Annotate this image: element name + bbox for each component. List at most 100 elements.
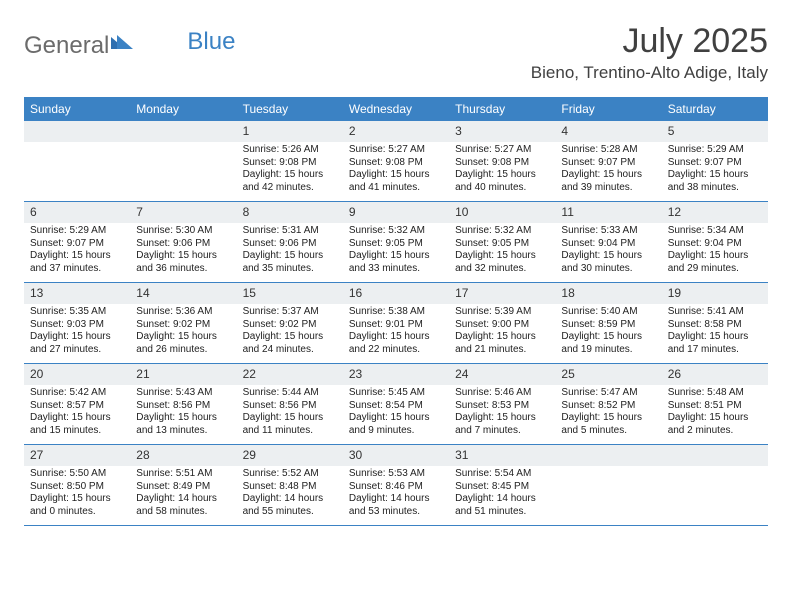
daylight-text: Daylight: 15 hours and 36 minutes. (136, 250, 230, 275)
day-number: 24 (449, 364, 555, 385)
logo-text-blue: Blue (187, 28, 235, 56)
day-body (662, 466, 768, 521)
day-number: 9 (343, 202, 449, 223)
day-number: 30 (343, 445, 449, 466)
day-cell: 8Sunrise: 5:31 AMSunset: 9:06 PMDaylight… (237, 202, 343, 282)
day-cell: 29Sunrise: 5:52 AMSunset: 8:48 PMDayligh… (237, 445, 343, 525)
day-body: Sunrise: 5:32 AMSunset: 9:05 PMDaylight:… (343, 223, 449, 279)
sunset-text: Sunset: 9:01 PM (349, 319, 443, 332)
sunrise-text: Sunrise: 5:46 AM (455, 387, 549, 400)
sunrise-text: Sunrise: 5:30 AM (136, 225, 230, 238)
day-number: 3 (449, 121, 555, 142)
day-body: Sunrise: 5:29 AMSunset: 9:07 PMDaylight:… (662, 142, 768, 198)
sunrise-text: Sunrise: 5:50 AM (30, 468, 124, 481)
sunset-text: Sunset: 9:08 PM (455, 157, 549, 170)
day-cell: 12Sunrise: 5:34 AMSunset: 9:04 PMDayligh… (662, 202, 768, 282)
daylight-text: Daylight: 14 hours and 58 minutes. (136, 493, 230, 518)
sunrise-text: Sunrise: 5:35 AM (30, 306, 124, 319)
day-cell: 26Sunrise: 5:48 AMSunset: 8:51 PMDayligh… (662, 364, 768, 444)
day-body: Sunrise: 5:42 AMSunset: 8:57 PMDaylight:… (24, 385, 130, 441)
daylight-text: Daylight: 15 hours and 38 minutes. (668, 169, 762, 194)
day-number: 4 (555, 121, 661, 142)
sunrise-text: Sunrise: 5:34 AM (668, 225, 762, 238)
sunset-text: Sunset: 9:04 PM (561, 238, 655, 251)
day-body (555, 466, 661, 521)
day-body: Sunrise: 5:53 AMSunset: 8:46 PMDaylight:… (343, 466, 449, 522)
day-body: Sunrise: 5:27 AMSunset: 9:08 PMDaylight:… (449, 142, 555, 198)
sunrise-text: Sunrise: 5:51 AM (136, 468, 230, 481)
daylight-text: Daylight: 15 hours and 21 minutes. (455, 331, 549, 356)
day-body: Sunrise: 5:43 AMSunset: 8:56 PMDaylight:… (130, 385, 236, 441)
sunset-text: Sunset: 8:58 PM (668, 319, 762, 332)
sunrise-text: Sunrise: 5:53 AM (349, 468, 443, 481)
day-number: 28 (130, 445, 236, 466)
day-cell (130, 121, 236, 201)
day-number: 19 (662, 283, 768, 304)
day-body: Sunrise: 5:30 AMSunset: 9:06 PMDaylight:… (130, 223, 236, 279)
sunset-text: Sunset: 9:05 PM (349, 238, 443, 251)
day-cell (555, 445, 661, 525)
sunset-text: Sunset: 8:53 PM (455, 400, 549, 413)
day-number: 17 (449, 283, 555, 304)
day-number: 8 (237, 202, 343, 223)
day-body: Sunrise: 5:35 AMSunset: 9:03 PMDaylight:… (24, 304, 130, 360)
daylight-text: Daylight: 15 hours and 13 minutes. (136, 412, 230, 437)
daylight-text: Daylight: 15 hours and 2 minutes. (668, 412, 762, 437)
day-number: 5 (662, 121, 768, 142)
day-cell: 27Sunrise: 5:50 AMSunset: 8:50 PMDayligh… (24, 445, 130, 525)
sunset-text: Sunset: 9:00 PM (455, 319, 549, 332)
daylight-text: Daylight: 15 hours and 27 minutes. (30, 331, 124, 356)
day-body: Sunrise: 5:32 AMSunset: 9:05 PMDaylight:… (449, 223, 555, 279)
sunrise-text: Sunrise: 5:38 AM (349, 306, 443, 319)
logo-triangle-icon (111, 28, 133, 56)
sunrise-text: Sunrise: 5:44 AM (243, 387, 337, 400)
day-body: Sunrise: 5:44 AMSunset: 8:56 PMDaylight:… (237, 385, 343, 441)
day-number: 11 (555, 202, 661, 223)
sunset-text: Sunset: 9:07 PM (30, 238, 124, 251)
sunset-text: Sunset: 9:07 PM (668, 157, 762, 170)
day-number: 26 (662, 364, 768, 385)
calendar-grid: Sunday Monday Tuesday Wednesday Thursday… (24, 97, 768, 526)
sunrise-text: Sunrise: 5:39 AM (455, 306, 549, 319)
day-number: 13 (24, 283, 130, 304)
day-cell: 7Sunrise: 5:30 AMSunset: 9:06 PMDaylight… (130, 202, 236, 282)
sunrise-text: Sunrise: 5:45 AM (349, 387, 443, 400)
day-cell: 13Sunrise: 5:35 AMSunset: 9:03 PMDayligh… (24, 283, 130, 363)
day-number: 31 (449, 445, 555, 466)
sunset-text: Sunset: 8:56 PM (243, 400, 337, 413)
day-header-wed: Wednesday (343, 97, 449, 121)
sunset-text: Sunset: 9:05 PM (455, 238, 549, 251)
daylight-text: Daylight: 15 hours and 7 minutes. (455, 412, 549, 437)
sunset-text: Sunset: 8:57 PM (30, 400, 124, 413)
day-number (555, 445, 661, 466)
day-number: 23 (343, 364, 449, 385)
daylight-text: Daylight: 15 hours and 24 minutes. (243, 331, 337, 356)
day-cell: 19Sunrise: 5:41 AMSunset: 8:58 PMDayligh… (662, 283, 768, 363)
day-body: Sunrise: 5:26 AMSunset: 9:08 PMDaylight:… (237, 142, 343, 198)
day-body: Sunrise: 5:46 AMSunset: 8:53 PMDaylight:… (449, 385, 555, 441)
day-cell: 28Sunrise: 5:51 AMSunset: 8:49 PMDayligh… (130, 445, 236, 525)
day-cell: 20Sunrise: 5:42 AMSunset: 8:57 PMDayligh… (24, 364, 130, 444)
daylight-text: Daylight: 15 hours and 30 minutes. (561, 250, 655, 275)
day-cell: 31Sunrise: 5:54 AMSunset: 8:45 PMDayligh… (449, 445, 555, 525)
day-number (662, 445, 768, 466)
day-body: Sunrise: 5:31 AMSunset: 9:06 PMDaylight:… (237, 223, 343, 279)
daylight-text: Daylight: 15 hours and 35 minutes. (243, 250, 337, 275)
week-row: 20Sunrise: 5:42 AMSunset: 8:57 PMDayligh… (24, 364, 768, 445)
daylight-text: Daylight: 15 hours and 0 minutes. (30, 493, 124, 518)
day-cell: 23Sunrise: 5:45 AMSunset: 8:54 PMDayligh… (343, 364, 449, 444)
day-cell (662, 445, 768, 525)
month-title: July 2025 (531, 22, 768, 61)
sunrise-text: Sunrise: 5:40 AM (561, 306, 655, 319)
day-body: Sunrise: 5:41 AMSunset: 8:58 PMDaylight:… (662, 304, 768, 360)
sunrise-text: Sunrise: 5:32 AM (455, 225, 549, 238)
week-row: 1Sunrise: 5:26 AMSunset: 9:08 PMDaylight… (24, 121, 768, 202)
day-cell: 24Sunrise: 5:46 AMSunset: 8:53 PMDayligh… (449, 364, 555, 444)
day-body: Sunrise: 5:48 AMSunset: 8:51 PMDaylight:… (662, 385, 768, 441)
day-body: Sunrise: 5:40 AMSunset: 8:59 PMDaylight:… (555, 304, 661, 360)
page-header: General Blue July 2025 Bieno, Trentino-A… (24, 22, 768, 83)
sunrise-text: Sunrise: 5:27 AM (455, 144, 549, 157)
sunrise-text: Sunrise: 5:42 AM (30, 387, 124, 400)
week-row: 6Sunrise: 5:29 AMSunset: 9:07 PMDaylight… (24, 202, 768, 283)
sunset-text: Sunset: 9:08 PM (243, 157, 337, 170)
